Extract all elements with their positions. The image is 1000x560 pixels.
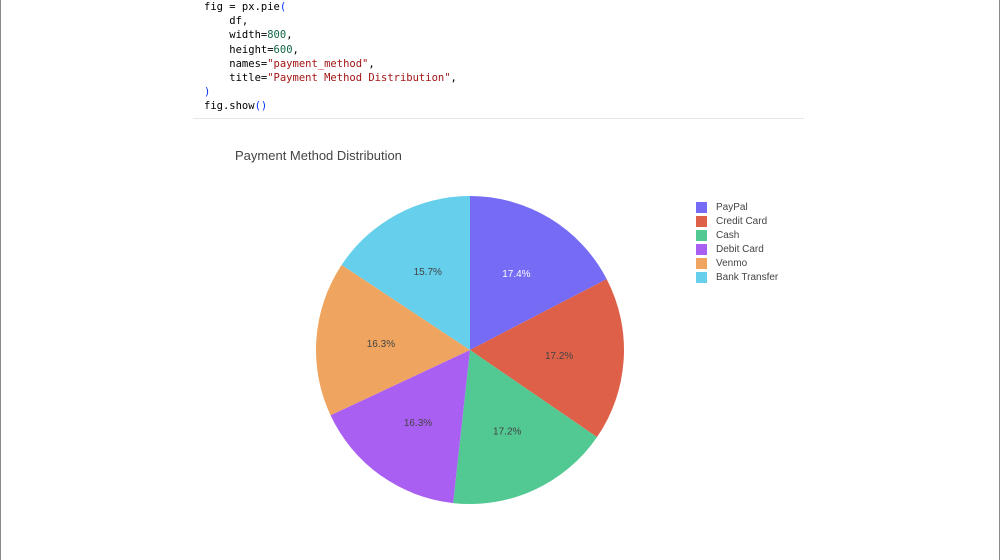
code-token: 800 <box>267 29 287 42</box>
code-line: ) <box>204 85 804 99</box>
pie-slice[interactable] <box>453 350 598 504</box>
code-line: fig.show() <box>204 99 804 113</box>
code-token: , <box>292 43 299 56</box>
pie-slice-label: 16.3% <box>404 418 432 429</box>
legend-label: Debit Card <box>716 243 764 255</box>
legend-swatch <box>696 243 707 255</box>
code-line: names="payment_method", <box>204 57 804 71</box>
legend-item[interactable]: PayPal <box>696 200 778 214</box>
legend-item[interactable]: Venmo <box>696 256 778 270</box>
legend-item[interactable]: Credit Card <box>696 214 778 228</box>
pie-slice-label: 17.2% <box>545 351 573 362</box>
code-token: height= <box>204 43 274 56</box>
legend-label: Cash <box>716 229 740 241</box>
legend-swatch <box>696 229 707 241</box>
code-token: , <box>450 71 457 84</box>
legend-swatch <box>696 201 707 213</box>
code-token: , <box>286 29 293 42</box>
pie-slice[interactable] <box>330 350 470 504</box>
code-token: 600 <box>273 43 293 56</box>
code-token: ) <box>204 86 211 99</box>
legend-swatch <box>696 257 707 269</box>
legend-label: Venmo <box>716 257 748 269</box>
legend-item[interactable]: Debit Card <box>696 242 778 256</box>
chart-title: Payment Method Distribution <box>235 148 402 163</box>
pie-slice-label: 15.7% <box>414 267 442 278</box>
code-token: ( <box>279 1 287 13</box>
pie-slice[interactable] <box>470 279 624 438</box>
frame-left-border <box>0 0 1 560</box>
code-line: width=800, <box>204 28 804 42</box>
code-token: names= <box>204 57 268 70</box>
legend-label: Bank Transfer <box>716 271 779 283</box>
code-token: title= <box>204 71 268 84</box>
cell-divider <box>193 118 804 119</box>
pie-chart: 17.4% 17.2% 17.2% 16.3% 16.3% 15.7% <box>316 196 624 504</box>
code-line: df, <box>204 14 804 28</box>
code-line: height=600, <box>204 43 804 57</box>
code-token: fig = px.pie <box>204 1 280 13</box>
pie-slice-label: 17.4% <box>502 269 530 280</box>
code-line: title="Payment Method Distribution", <box>204 71 804 85</box>
code-token: width= <box>204 29 268 42</box>
legend-label: Credit Card <box>716 215 768 227</box>
pie-slice[interactable] <box>316 264 470 416</box>
legend-item[interactable]: Bank Transfer <box>696 270 778 284</box>
code-line: fig = px.pie( <box>204 0 804 14</box>
legend-swatch <box>696 215 707 227</box>
pie-slice[interactable] <box>470 196 607 350</box>
legend-item[interactable]: Cash <box>696 228 778 242</box>
pie-slice[interactable] <box>341 196 470 350</box>
legend: PayPal Credit Card Cash Debit Card Venmo Bank… <box>696 200 778 284</box>
pie-slice-label: 17.2% <box>493 427 521 438</box>
code-token: fig.show <box>204 100 255 113</box>
legend-label: PayPal <box>716 201 748 213</box>
code-token: df, <box>204 15 249 28</box>
code-token: () <box>254 100 268 113</box>
pie-slice-label: 16.3% <box>367 339 395 350</box>
code-token: "Payment Method Distribution" <box>267 71 451 84</box>
code-cell[interactable]: fig = px.pie( df, width=800, height=600,… <box>204 0 804 114</box>
code-token: , <box>368 57 375 70</box>
legend-swatch <box>696 271 707 283</box>
code-token: "payment_method" <box>267 57 369 70</box>
